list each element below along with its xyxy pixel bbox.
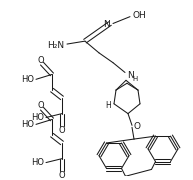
Text: HO: HO [21, 75, 34, 84]
Text: O: O [38, 56, 44, 65]
Text: H: H [132, 76, 137, 82]
Text: HO: HO [21, 120, 34, 129]
Text: N: N [104, 20, 110, 29]
Text: O: O [134, 122, 141, 131]
Text: H₂N: H₂N [47, 40, 64, 50]
Text: N: N [127, 71, 134, 80]
Text: O: O [38, 101, 44, 110]
Text: O: O [59, 126, 65, 135]
Text: O: O [59, 171, 65, 180]
Text: OH: OH [133, 11, 147, 20]
Text: HO: HO [31, 113, 44, 122]
Text: HO: HO [31, 158, 44, 167]
Text: H: H [105, 101, 111, 110]
